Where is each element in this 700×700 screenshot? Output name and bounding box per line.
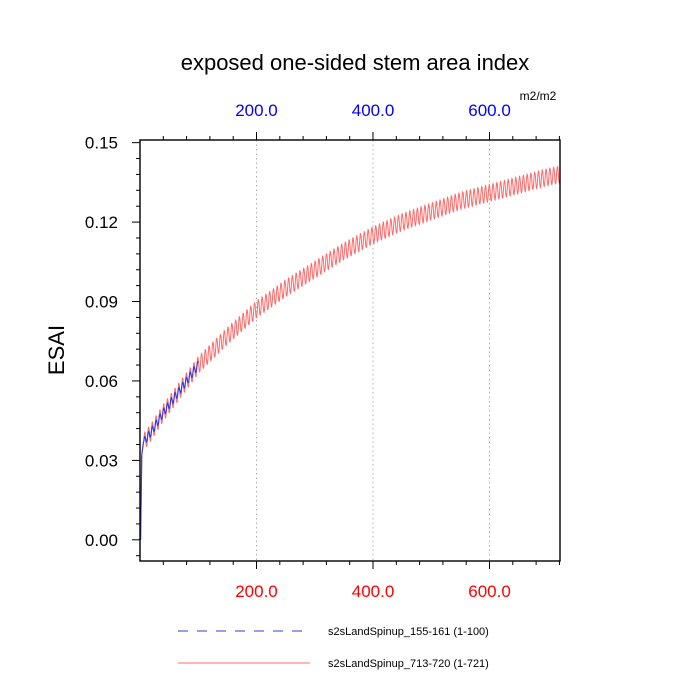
series-line-0 — [140, 165, 561, 540]
x-tick-label-top-2: 600.0 — [468, 101, 511, 120]
y-tick-label-4: 0.12 — [85, 213, 118, 232]
units-label: m2/m2 — [520, 89, 557, 103]
x-tick-label-top-1: 400.0 — [352, 101, 395, 120]
legend-label-0: s2sLandSpinup_713-720 (1-721) — [328, 658, 489, 670]
legend-label-1: s2sLandSpinup_155-161 (1-100) — [328, 626, 489, 638]
x-tick-label-bottom-1: 400.0 — [352, 582, 395, 601]
y-tick-label-5: 0.15 — [85, 134, 118, 153]
y-tick-label-1: 0.03 — [85, 451, 118, 470]
y-tick-label-2: 0.06 — [85, 372, 118, 391]
series-lines — [139, 165, 561, 540]
axes — [139, 139, 561, 562]
y-tick-label-0: 0.00 — [85, 531, 118, 550]
plot-frame — [139, 139, 561, 562]
tick-labels: 200.0 200.0 400.0 400.0 600.0 600.0 0.00 0.03 0.… — [85, 101, 511, 601]
chart-title: exposed one-sided stem area index — [181, 50, 530, 75]
y-axis-label: ESAI — [44, 325, 69, 375]
x-tick-label-bottom-0: 200.0 — [235, 582, 278, 601]
x-tick-label-bottom-2: 600.0 — [468, 582, 511, 601]
tick-marks — [132, 132, 560, 569]
series-line-1 — [139, 360, 199, 540]
x-tick-label-top-0: 200.0 — [235, 101, 278, 120]
legend: s2sLandSpinup_155-161 (1-100) s2sLandSpin… — [178, 626, 489, 670]
y-tick-label-3: 0.09 — [85, 293, 118, 312]
